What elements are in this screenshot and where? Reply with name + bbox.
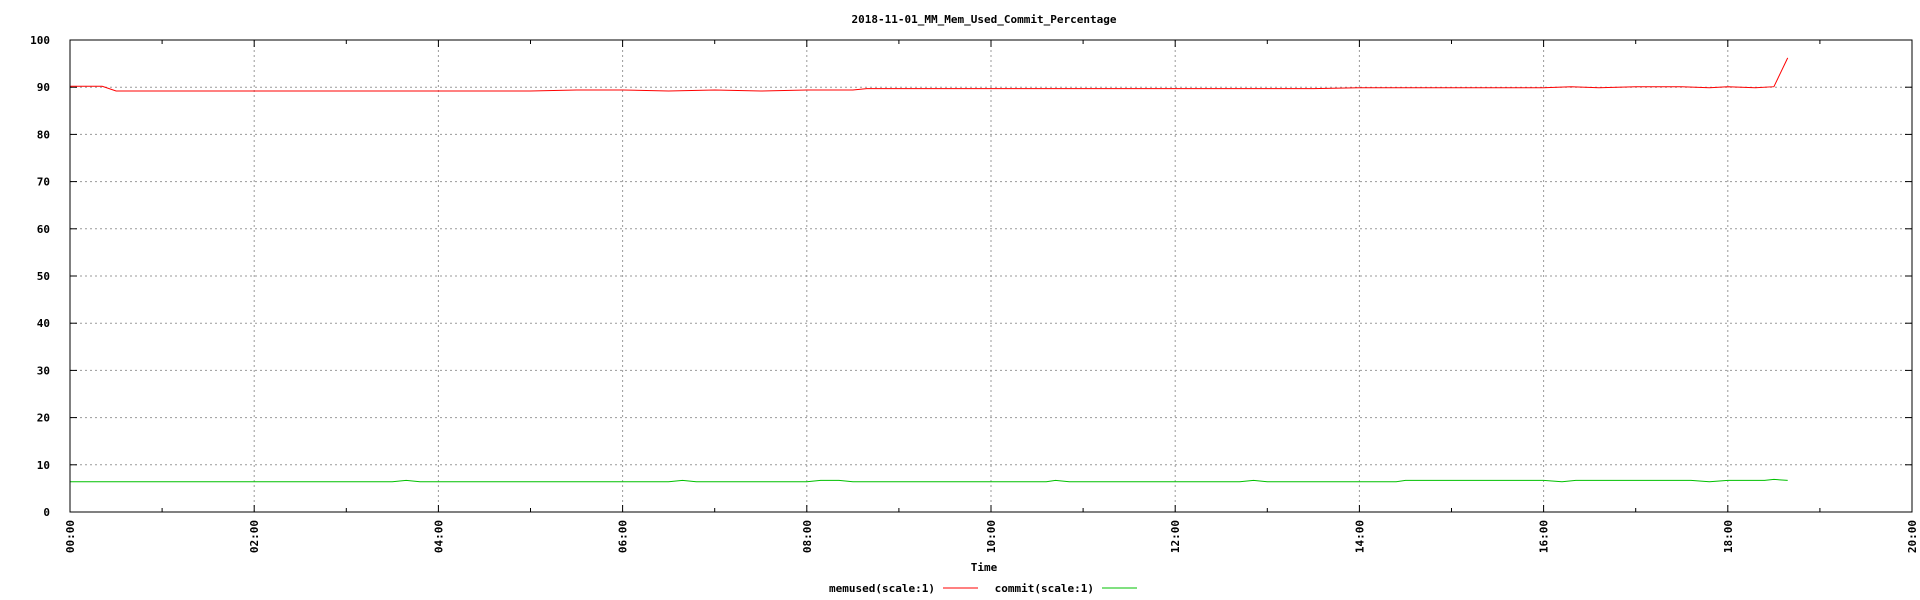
y-tick-label: 90 xyxy=(37,81,50,94)
series-line-commit xyxy=(70,478,1788,483)
y-tick-label: 50 xyxy=(37,270,50,283)
y-tick-label: 20 xyxy=(37,412,50,425)
x-axis-ticks: 00:00 02:00 04:00 06:00 08:00 10:00 12:00 14:00… xyxy=(64,40,1919,553)
y-tick-label: 70 xyxy=(37,176,50,189)
x-tick-label: 16:00 xyxy=(1538,520,1551,553)
y-tick-label: 40 xyxy=(37,317,50,330)
x-tick-label: 08:00 xyxy=(801,520,814,553)
series-layer xyxy=(70,57,1789,483)
series-line-memused xyxy=(70,57,1789,92)
x-tick-label: 12:00 xyxy=(1169,520,1182,553)
x-tick-label: 18:00 xyxy=(1722,520,1735,553)
x-tick-label: 04:00 xyxy=(432,520,445,553)
x-tick-label: 14:00 xyxy=(1353,520,1366,553)
y-tick-label: 30 xyxy=(37,364,50,377)
x-tick-label: 06:00 xyxy=(617,520,630,553)
x-tick-label: 02:00 xyxy=(248,520,261,553)
plot-frame xyxy=(69,39,1913,513)
chart-title: 2018-11-01_MM_Mem_Used_Commit_Percentage xyxy=(852,13,1117,26)
legend-label-memused: memused(scale:1) xyxy=(829,582,935,595)
y-tick-label: 60 xyxy=(37,223,50,236)
x-tick-label: 10:00 xyxy=(985,520,998,553)
x-tick-label: 20:00 xyxy=(1906,520,1919,553)
x-axis-label: Time xyxy=(971,561,998,574)
y-tick-label: 80 xyxy=(37,128,50,141)
y-tick-label: 0 xyxy=(43,506,50,519)
legend: memused(scale:1) commit(scale:1) xyxy=(829,582,1137,595)
legend-label-commit: commit(scale:1) xyxy=(995,582,1094,595)
y-tick-label: 10 xyxy=(37,459,50,472)
y-tick-label: 100 xyxy=(30,34,50,47)
x-tick-label: 00:00 xyxy=(64,520,77,553)
grid-layer xyxy=(70,40,1912,512)
